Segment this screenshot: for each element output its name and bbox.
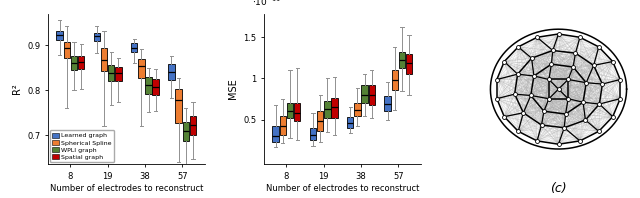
Point (561, 112, 571, 116)
Point (597, 83, 607, 86)
Point (575, 139, 585, 143)
Point (554, 88, 564, 91)
PathPatch shape (280, 116, 286, 135)
Point (563, 78, 573, 81)
PathPatch shape (392, 70, 398, 90)
PathPatch shape (369, 85, 375, 105)
Point (536, 124, 547, 127)
PathPatch shape (182, 122, 189, 141)
X-axis label: Number of electrodes to reconstruct: Number of electrodes to reconstruct (50, 184, 203, 193)
PathPatch shape (145, 77, 152, 94)
Point (581, 81, 591, 84)
PathPatch shape (190, 116, 196, 135)
PathPatch shape (287, 103, 293, 118)
PathPatch shape (175, 89, 182, 123)
Text: (c): (c) (550, 182, 567, 195)
PathPatch shape (385, 96, 391, 111)
PathPatch shape (317, 111, 323, 131)
Point (532, 36, 542, 39)
X-axis label: Number of electrodes to reconstruct: Number of electrodes to reconstruct (266, 184, 419, 193)
Point (499, 115, 509, 118)
PathPatch shape (324, 101, 331, 118)
Point (532, 139, 542, 143)
Point (513, 130, 524, 133)
PathPatch shape (406, 53, 412, 74)
Legend: Learned graph, Spherical Spline, WPLI graph, Spatial graph: Learned graph, Spherical Spline, WPLI gr… (50, 130, 114, 163)
Point (607, 60, 618, 63)
PathPatch shape (354, 103, 361, 116)
PathPatch shape (115, 67, 122, 81)
Point (568, 65, 578, 69)
Point (563, 97, 573, 100)
PathPatch shape (78, 56, 84, 69)
PathPatch shape (63, 42, 70, 58)
PathPatch shape (294, 103, 300, 121)
Point (594, 130, 604, 133)
PathPatch shape (310, 128, 316, 140)
Point (518, 111, 529, 114)
PathPatch shape (273, 126, 279, 142)
Point (527, 57, 537, 60)
Y-axis label: R²: R² (12, 84, 22, 94)
Point (589, 64, 599, 67)
Point (559, 126, 570, 129)
PathPatch shape (152, 79, 159, 95)
PathPatch shape (347, 117, 353, 128)
Point (607, 115, 618, 118)
Point (554, 143, 564, 146)
Point (594, 45, 604, 49)
PathPatch shape (131, 43, 138, 52)
Point (492, 78, 502, 81)
PathPatch shape (138, 59, 145, 78)
Point (547, 63, 557, 66)
Point (499, 60, 509, 63)
Point (595, 102, 605, 106)
Point (615, 78, 625, 81)
PathPatch shape (108, 65, 115, 81)
Point (525, 94, 536, 97)
PathPatch shape (362, 85, 368, 103)
Point (548, 49, 558, 52)
PathPatch shape (71, 56, 77, 70)
PathPatch shape (332, 98, 338, 118)
Point (575, 36, 585, 39)
Y-axis label: MSE: MSE (228, 79, 238, 99)
Point (492, 97, 502, 100)
Point (570, 51, 580, 55)
Text: $\cdot10^{-11}$: $\cdot10^{-11}$ (252, 0, 281, 8)
Point (513, 73, 523, 76)
PathPatch shape (399, 52, 405, 69)
Point (513, 45, 524, 49)
Point (544, 97, 554, 100)
PathPatch shape (56, 31, 63, 40)
PathPatch shape (93, 33, 100, 41)
Point (544, 78, 554, 81)
Point (529, 74, 539, 78)
Point (615, 97, 625, 100)
Point (554, 32, 564, 36)
PathPatch shape (101, 49, 108, 71)
PathPatch shape (168, 64, 175, 80)
Point (539, 110, 549, 113)
Point (578, 101, 588, 104)
Point (580, 118, 591, 122)
Point (509, 92, 520, 96)
